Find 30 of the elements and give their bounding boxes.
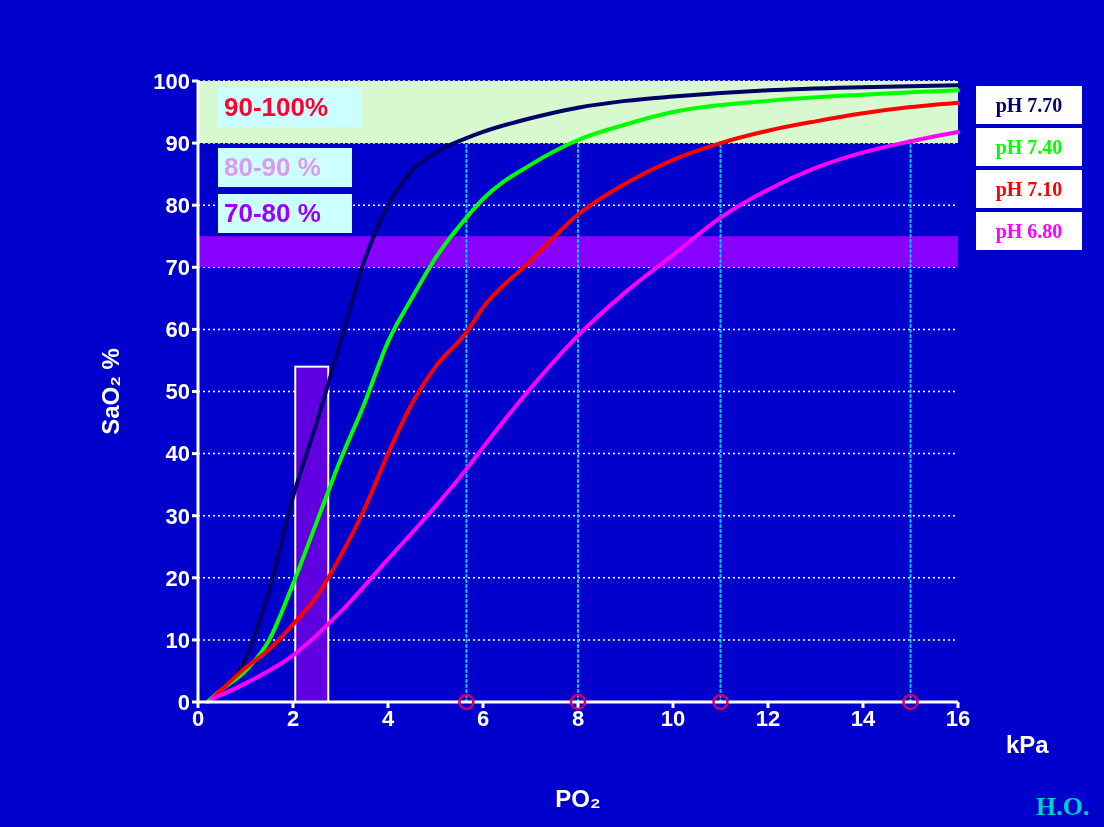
- y-tick-label: 40: [165, 441, 190, 467]
- y-tick-label: 10: [165, 627, 190, 653]
- x-tick-label: 4: [381, 705, 395, 731]
- annotation: 70-80 %: [218, 194, 352, 233]
- text: pH 6.80: [976, 212, 1082, 250]
- y-tick-label: 60: [165, 317, 190, 343]
- y-tick-label: 20: [165, 565, 190, 591]
- y-axis-title: SaO₂ %: [96, 348, 124, 435]
- y-tick-label: 30: [165, 503, 190, 529]
- series-label: pH 7.70: [976, 86, 1082, 124]
- y-tick-label: 50: [165, 379, 190, 405]
- x-tick-label: 14: [850, 705, 876, 731]
- text: kPa: [1005, 730, 1050, 760]
- annotation: 80-90 %: [218, 148, 352, 187]
- x-axis-title: PO₂: [555, 785, 601, 812]
- y-tick-label: 100: [153, 68, 190, 94]
- y-tick-label: 90: [165, 130, 190, 156]
- y-tick-label: 70: [165, 255, 190, 281]
- x-tick-label: 6: [476, 705, 490, 731]
- x-tick-label: 12: [755, 705, 781, 731]
- text: H.O.: [1035, 791, 1091, 823]
- text: pH 7.40: [976, 128, 1082, 166]
- x-tick-label: 16: [945, 705, 971, 731]
- text: pH 7.10: [976, 170, 1082, 208]
- y-tick-label: 80: [165, 193, 190, 219]
- y-tick-label: 0: [177, 689, 190, 715]
- x-tick-label: 10: [660, 705, 686, 731]
- annotation: 90-100%: [218, 88, 362, 127]
- x-tick-label: 8: [571, 705, 585, 731]
- x-tick-label: 2: [286, 705, 300, 731]
